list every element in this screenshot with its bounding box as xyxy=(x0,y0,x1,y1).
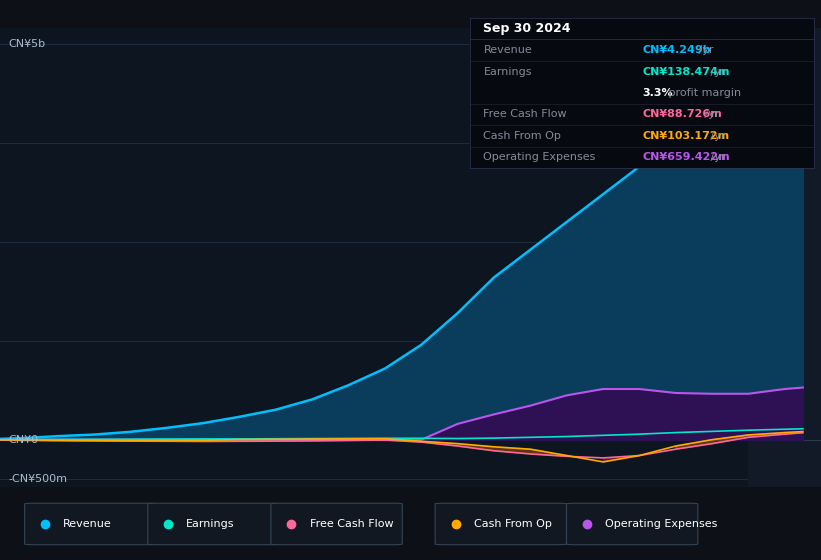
Text: CN¥4.249b: CN¥4.249b xyxy=(642,45,711,55)
Text: Revenue: Revenue xyxy=(63,519,112,529)
Text: /yr: /yr xyxy=(707,131,725,141)
Text: /yr: /yr xyxy=(707,152,725,162)
Text: profit margin: profit margin xyxy=(666,88,741,98)
Text: Free Cash Flow: Free Cash Flow xyxy=(484,109,567,119)
Text: 3.3%: 3.3% xyxy=(642,88,672,98)
Text: Operating Expenses: Operating Expenses xyxy=(605,519,718,529)
Text: CN¥138.474m: CN¥138.474m xyxy=(642,67,730,77)
Text: /yr: /yr xyxy=(707,67,725,77)
Text: Revenue: Revenue xyxy=(484,45,532,55)
Text: Cash From Op: Cash From Op xyxy=(474,519,552,529)
Text: CN¥5b: CN¥5b xyxy=(8,39,45,49)
Text: Earnings: Earnings xyxy=(186,519,235,529)
FancyBboxPatch shape xyxy=(435,503,566,545)
Text: Sep 30 2024: Sep 30 2024 xyxy=(484,22,571,35)
Text: CN¥659.422m: CN¥659.422m xyxy=(642,152,730,162)
FancyBboxPatch shape xyxy=(148,503,279,545)
FancyBboxPatch shape xyxy=(25,503,156,545)
Text: CN¥103.172m: CN¥103.172m xyxy=(642,131,729,141)
Text: CN¥0: CN¥0 xyxy=(8,435,39,445)
Text: Cash From Op: Cash From Op xyxy=(484,131,562,141)
Bar xyxy=(749,28,821,487)
Text: Operating Expenses: Operating Expenses xyxy=(484,152,596,162)
Text: /yr: /yr xyxy=(695,45,713,55)
Text: -CN¥500m: -CN¥500m xyxy=(8,474,67,484)
Text: Free Cash Flow: Free Cash Flow xyxy=(310,519,393,529)
FancyBboxPatch shape xyxy=(566,503,698,545)
Text: CN¥88.726m: CN¥88.726m xyxy=(642,109,722,119)
FancyBboxPatch shape xyxy=(271,503,402,545)
Text: /yr: /yr xyxy=(700,109,719,119)
Text: Earnings: Earnings xyxy=(484,67,532,77)
